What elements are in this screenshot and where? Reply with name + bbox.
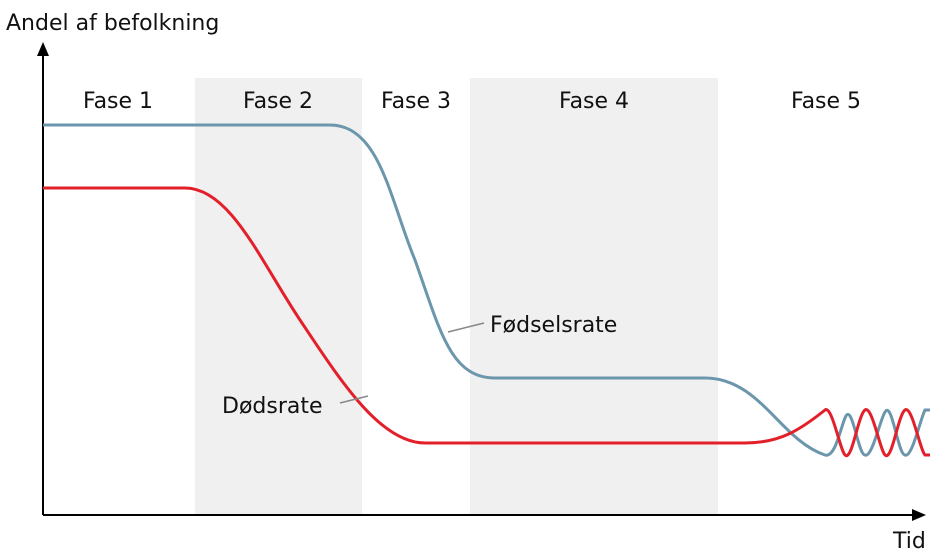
- birth-rate-curve: [43, 123, 930, 457]
- leader-line: [447, 322, 485, 333]
- phase-label: Fase 5: [791, 89, 861, 114]
- phase-band: [470, 78, 718, 515]
- phase-label: Fase 1: [83, 89, 153, 114]
- death-rate-curve: [43, 186, 930, 457]
- phase-label: Fase 3: [381, 89, 451, 114]
- y-axis-label: Andel af befolkning: [6, 11, 219, 36]
- curve-label: Dødsrate: [222, 394, 323, 419]
- leader-line: [339, 395, 369, 404]
- y-axis-arrow: [37, 42, 49, 56]
- x-axis-label: Tid: [892, 529, 926, 554]
- phase-band: [195, 78, 362, 515]
- phase-label: Fase 4: [559, 89, 629, 114]
- x-axis-arrow: [912, 509, 926, 521]
- curve-label: Fødselsrate: [490, 313, 617, 338]
- phase-label: Fase 2: [243, 89, 313, 114]
